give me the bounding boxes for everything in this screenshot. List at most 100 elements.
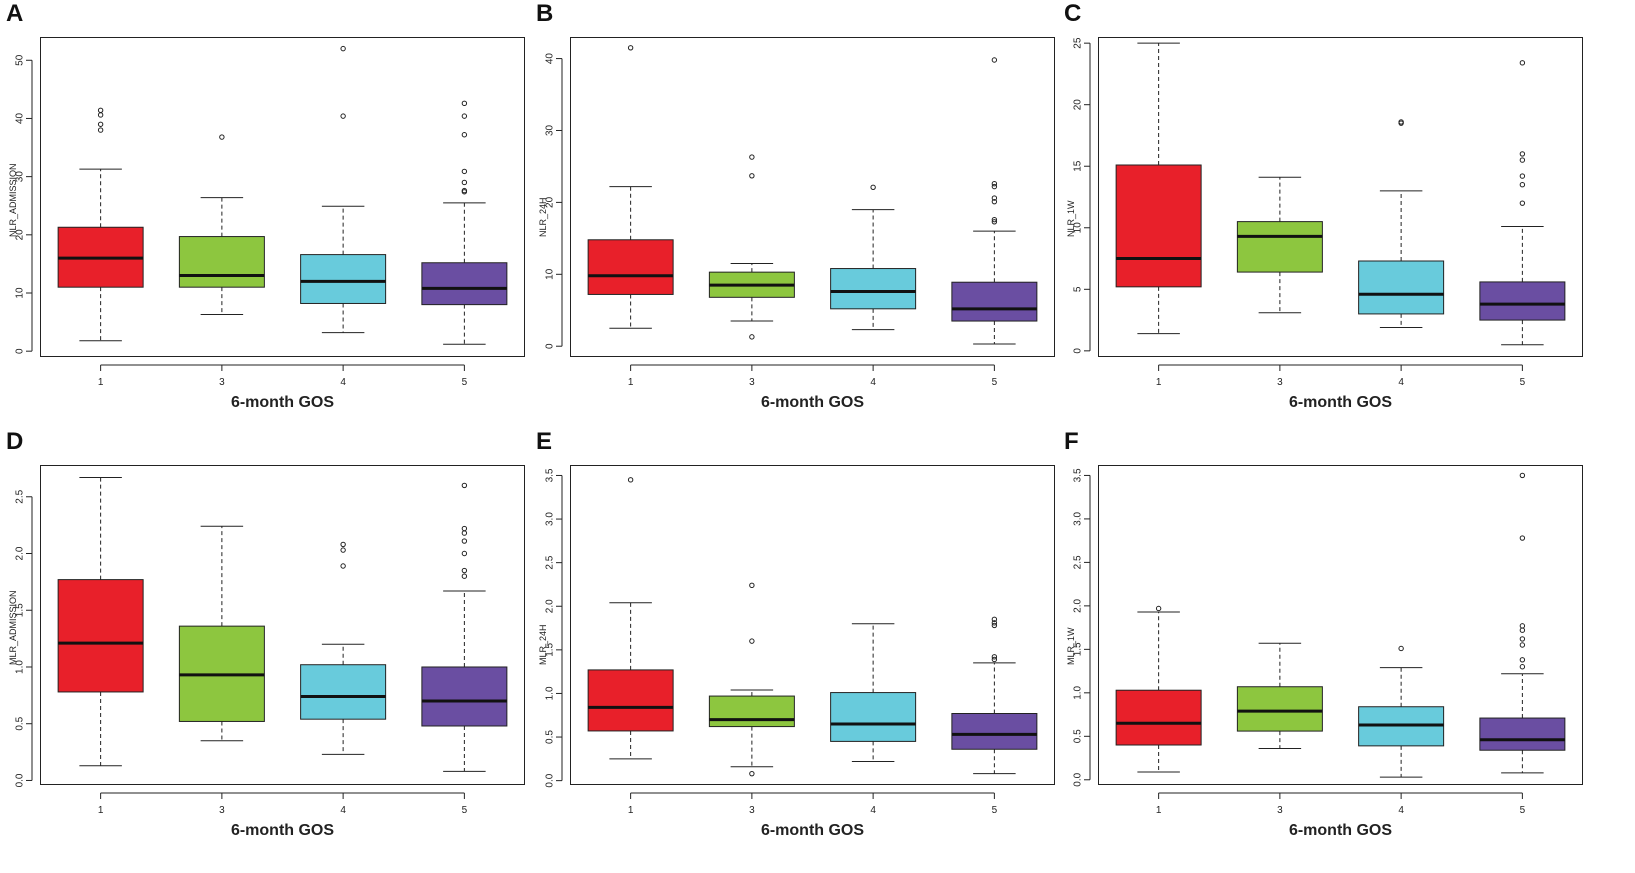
outlier-point [1519, 157, 1526, 163]
panel-a: A 0 10 20 30 40 50 1 3 4 5 NLR_ADMISSION 6-month … [0, 0, 545, 436]
y-axis-label: NLR_24H [538, 197, 548, 237]
outlier-point [461, 567, 468, 574]
box-group [1358, 119, 1445, 328]
outlier-point [97, 121, 104, 127]
iqr-box [587, 669, 674, 732]
outlier-point [97, 127, 104, 133]
box-group [587, 477, 674, 760]
iqr-box [1358, 260, 1445, 315]
outlier-point [749, 770, 755, 777]
outlier-point [1398, 645, 1404, 652]
box-group [1479, 472, 1566, 774]
y-tick-label: 40 [545, 53, 556, 65]
box-group [421, 100, 508, 345]
x-tick-label: 5 [1520, 377, 1526, 388]
outlier-point [991, 219, 998, 225]
y-tick-label: 1.0 [15, 660, 26, 674]
box-group [708, 154, 795, 340]
x-axis-label: 6-month GOS [1288, 394, 1393, 411]
x-tick-label: 3 [749, 805, 755, 816]
outlier-point [461, 538, 468, 544]
y-tick-label: 1.0 [1073, 685, 1084, 699]
outlier-point [749, 582, 755, 589]
outlier-point [1519, 664, 1526, 670]
box-group [57, 476, 144, 767]
y-tick-label: 1.5 [15, 603, 26, 617]
outlier-point [461, 100, 468, 107]
panel-letter: C [1064, 0, 1082, 27]
x-tick-label: 3 [219, 805, 225, 816]
outlier-point [627, 45, 634, 51]
iqr-box [1115, 164, 1202, 288]
y-tick-label: 5 [1073, 286, 1084, 292]
x-tick-label: 3 [219, 377, 225, 388]
x-tick-label: 5 [462, 805, 468, 816]
x-tick-label: 5 [992, 377, 998, 388]
outlier-point [991, 57, 998, 63]
x-tick-label: 4 [870, 377, 876, 388]
y-tick-label: 10 [545, 268, 556, 280]
y-axis-label: MLR_ADMISSION [8, 590, 18, 665]
y-tick-label: 2.5 [15, 489, 26, 503]
outlier-point [340, 45, 346, 52]
boxplot-svg: 0.0 0.5 1.0 1.5 2.0 2.5 3.0 3.5 1 3 4 5 [545, 468, 1038, 816]
y-tick-label: 0.5 [15, 716, 26, 730]
outlier-point [97, 112, 104, 118]
outlier-point [1519, 657, 1526, 663]
outlier-point [749, 154, 755, 160]
x-tick-label: 3 [1277, 377, 1283, 388]
x-tick-label: 1 [98, 805, 104, 816]
outlier-point [340, 563, 346, 569]
box-group [1358, 645, 1445, 778]
iqr-box [178, 236, 265, 288]
outlier-point [991, 195, 998, 201]
y-tick-label: 1.0 [545, 686, 556, 700]
y-tick-label: 25 [1073, 37, 1084, 49]
x-tick-label: 1 [628, 805, 634, 816]
iqr-box [587, 239, 674, 295]
outlier-point [1519, 151, 1526, 157]
panel-letter: E [536, 428, 553, 455]
box-group [587, 45, 674, 329]
outlier-point [1519, 636, 1526, 642]
outlier-point [1519, 200, 1526, 206]
iqr-box [1479, 281, 1566, 321]
outlier-point [340, 541, 346, 548]
y-tick-label: 20 [15, 229, 26, 241]
x-tick-label: 3 [749, 377, 755, 388]
outlier-point [461, 168, 468, 175]
box-group [708, 582, 795, 777]
outlier-point [991, 216, 998, 223]
plot-frame [570, 465, 1055, 785]
y-tick-label: 0 [1073, 348, 1084, 354]
x-tick-label: 1 [1156, 377, 1162, 388]
panel-letter: B [536, 0, 554, 27]
boxplot-svg: 0.0 0.5 1.0 1.5 2.0 2.5 1 3 4 5 [15, 476, 508, 816]
y-tick-label: 0.0 [1073, 772, 1084, 786]
outlier-point [1519, 60, 1526, 66]
box-group [1115, 605, 1202, 773]
plot-frame [1098, 465, 1583, 785]
iqr-box [951, 281, 1038, 322]
x-axis-label: 6-month GOS [230, 394, 335, 411]
iqr-box [1236, 686, 1323, 732]
box-group [1236, 176, 1323, 314]
outlier-point [1519, 642, 1526, 648]
panel-f: F 0.0 0.5 1.0 1.5 2.0 2.5 3.0 3.5 1 3 4 5 MLR_1W 6-… [1058, 428, 1603, 864]
panel-d: D 0.0 0.5 1.0 1.5 2.0 2.5 1 3 4 5 MLR_ADMISSION 6… [0, 428, 545, 864]
iqr-box [300, 254, 387, 304]
panel-letter: D [6, 428, 24, 455]
panel-e: E 0.0 0.5 1.0 1.5 2.0 2.5 3.0 3.5 1 3 4 5 MLR_24H 6… [530, 428, 1075, 864]
outlier-point [461, 132, 468, 138]
boxplot-svg: 0 10 20 30 40 1 3 4 5 [545, 45, 1038, 388]
outlier-point [461, 113, 468, 119]
boxplot-svg: 0.0 0.5 1.0 1.5 2.0 2.5 3.0 3.5 1 3 4 5 [1073, 468, 1566, 816]
box-group [830, 623, 917, 762]
outlier-point [991, 183, 998, 190]
iqr-box [421, 666, 508, 727]
x-tick-label: 4 [1398, 805, 1404, 816]
y-axis-label: MLR_1W [1066, 627, 1076, 665]
y-tick-label: 10 [1073, 222, 1084, 234]
outlier-point [461, 530, 468, 536]
box-group [830, 184, 917, 331]
